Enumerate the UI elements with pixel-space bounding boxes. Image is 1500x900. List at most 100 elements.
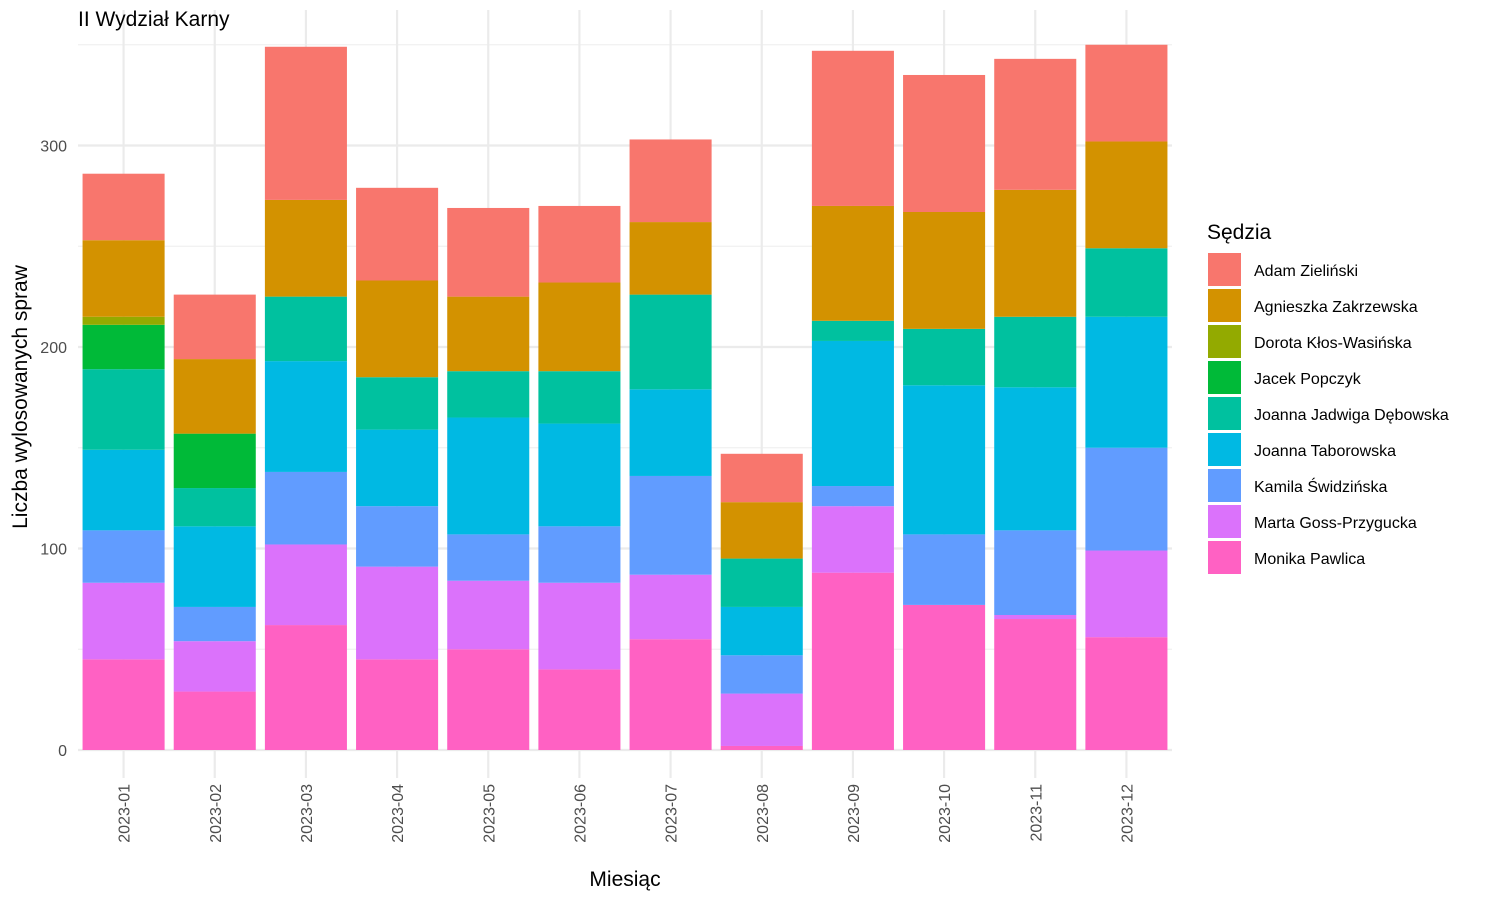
bar-segment — [447, 371, 530, 418]
bar-segment — [173, 641, 256, 692]
bar-segment — [447, 580, 530, 650]
legend-title: Sędzia — [1207, 221, 1272, 244]
x-tick-label: 2023-06 — [572, 784, 589, 843]
bar-segment — [629, 574, 712, 640]
bar-segment — [356, 429, 439, 507]
bar-segment — [629, 475, 712, 575]
bar-segment — [264, 46, 347, 200]
bar-segment — [629, 639, 712, 750]
y-tick-label: 100 — [40, 542, 67, 559]
bar-segment — [720, 558, 803, 607]
bar-segment — [264, 544, 347, 626]
legend-label: Joanna Jadwiga Dębowska — [1254, 407, 1449, 424]
bar-segment — [173, 606, 256, 642]
bar-segment — [1085, 141, 1168, 249]
x-tick-label: 2023-01 — [117, 784, 134, 843]
x-tick-label: 2023-09 — [846, 784, 863, 843]
bar-segment — [264, 296, 347, 362]
x-tick-label: 2023-08 — [755, 784, 772, 843]
y-tick-labels: 0 100 200 300 — [40, 139, 67, 761]
bar-segment — [994, 614, 1077, 620]
bar-segment — [264, 361, 347, 472]
bar-segment — [264, 471, 347, 545]
bar-segment — [994, 58, 1077, 190]
legend-swatch — [1208, 289, 1241, 322]
bar-segment — [82, 659, 165, 750]
x-tick-label: 2023-02 — [208, 784, 225, 843]
bar-segment — [994, 619, 1077, 750]
bar-segment — [447, 296, 530, 372]
bar-segment — [1085, 44, 1168, 142]
bar-segment — [356, 187, 439, 281]
bar-segment — [811, 340, 894, 487]
bar-segment — [629, 139, 712, 223]
bar-segment — [356, 280, 439, 378]
y-axis-title: Liczba wylosowanych spraw — [9, 264, 32, 529]
bar-segment — [811, 50, 894, 206]
bar-segment — [994, 316, 1077, 388]
bar-segment — [903, 534, 986, 605]
bar-segment — [811, 320, 894, 341]
bar-segment — [811, 572, 894, 750]
bar-segment — [629, 389, 712, 476]
x-tick-labels: 2023-01 2023-02 2023-03 2023-04 2023-05 2023-… — [117, 784, 1137, 843]
bar-segment — [82, 582, 165, 660]
legend: Sędzia Adam Zieliński Agnieszka Zakrzewsk… — [1207, 221, 1449, 574]
chart-title: II Wydział Karny — [78, 8, 230, 31]
x-tick-label: 2023-12 — [1119, 784, 1136, 843]
bar-segment — [811, 506, 894, 573]
bar-segment — [629, 222, 712, 295]
bar-segment — [173, 691, 256, 750]
x-axis-title: Miesiąc — [589, 868, 660, 891]
legend-swatch — [1208, 253, 1241, 286]
legend-swatch — [1208, 361, 1241, 394]
x-tick-label: 2023-10 — [937, 784, 954, 843]
bar-segment — [82, 173, 165, 241]
bar-segment — [903, 74, 986, 212]
legend-label: Joanna Taborowska — [1254, 443, 1396, 460]
legend-label: Adam Zieliński — [1254, 263, 1358, 280]
y-tick-label: 300 — [40, 139, 67, 156]
bar-segment — [356, 566, 439, 660]
bar-segment — [173, 433, 256, 489]
bar-segment — [720, 453, 803, 503]
bar-segment — [994, 189, 1077, 317]
bar-segment — [538, 371, 621, 424]
bar-segment — [82, 240, 165, 317]
bar-segment — [720, 606, 803, 656]
bar-segment — [173, 359, 256, 434]
legend-swatch — [1208, 469, 1241, 502]
bar-segment — [538, 526, 621, 583]
bar-segment — [720, 655, 803, 694]
bar-segment — [173, 526, 256, 607]
x-tick-label: 2023-07 — [664, 784, 681, 843]
x-tick-label: 2023-11 — [1028, 784, 1045, 842]
bar-segment — [264, 625, 347, 750]
bar-segment — [82, 449, 165, 531]
x-tick-label: 2023-04 — [390, 784, 407, 843]
bar-segment — [1085, 248, 1168, 317]
bar-segment — [720, 745, 803, 750]
bar-segment — [903, 211, 986, 329]
bar-segment — [264, 199, 347, 297]
bar-segment — [538, 205, 621, 283]
bar-segment — [994, 387, 1077, 531]
bar-segment — [903, 385, 986, 535]
bar-segment — [447, 417, 530, 535]
x-tick-label: 2023-05 — [481, 784, 498, 843]
legend-label: Monika Pawlica — [1254, 551, 1365, 568]
bar-segment — [538, 669, 621, 750]
legend-label: Marta Goss-Przygucka — [1254, 515, 1417, 532]
bar-segment — [356, 506, 439, 567]
y-tick-label: 0 — [58, 743, 67, 760]
legend-label: Jacek Popczyk — [1254, 371, 1362, 388]
bar-segment — [173, 488, 256, 527]
bar-segment — [1085, 637, 1168, 750]
bar-segment — [811, 486, 894, 507]
bar-segment — [994, 530, 1077, 615]
bar-segment — [82, 324, 165, 370]
bar-segment — [1085, 316, 1168, 448]
bar-segment — [356, 377, 439, 430]
bar-segment — [1085, 550, 1168, 638]
y-tick-label: 200 — [40, 340, 67, 357]
